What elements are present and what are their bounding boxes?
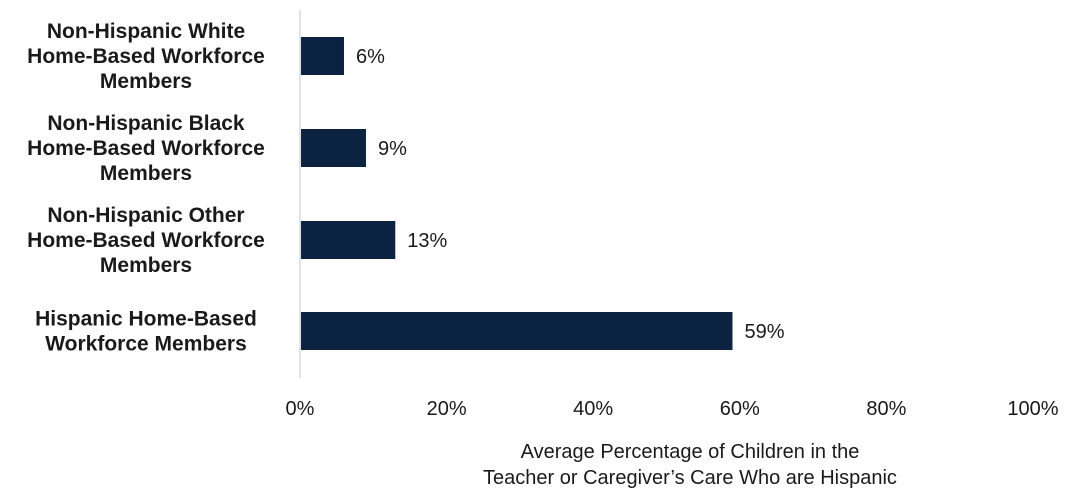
x-tick-label: 80%: [866, 398, 906, 420]
bars: [301, 37, 733, 350]
category-label: Non-Hispanic Other Home-Based Workforce Me…: [27, 204, 265, 277]
x-tick-label: 100%: [1007, 398, 1058, 420]
x-tick-label: 60%: [720, 398, 760, 420]
bar: [301, 221, 396, 259]
x-axis-title-text: Average Percentage of Children in the Tea…: [483, 441, 897, 489]
x-axis-tick-labels: 0% 20% 40% 60% 80% 100%: [286, 398, 1059, 420]
bar: [301, 37, 344, 75]
data-label: 6%: [356, 46, 385, 68]
category-labels: Non-Hispanic White Home-Based Workforce Me…: [27, 20, 265, 356]
x-tick-label: 0%: [286, 398, 315, 420]
bar: [301, 312, 733, 350]
data-label: 9%: [378, 138, 407, 160]
category-label: Non-Hispanic White Home-Based Workforce Me…: [27, 20, 265, 93]
data-label: 59%: [744, 321, 784, 343]
x-tick-label: 20%: [427, 398, 467, 420]
data-labels: 6% 9% 13% 59%: [356, 46, 785, 343]
category-label: Non-Hispanic Black Home-Based Workforce Me…: [27, 112, 265, 185]
bar: [301, 129, 366, 167]
x-tick-label: 40%: [573, 398, 613, 420]
x-axis-title: Average Percentage of Children in the Tea…: [483, 441, 897, 489]
category-label: Hispanic Home-Based Workforce Members: [35, 308, 257, 356]
data-label: 13%: [407, 230, 447, 252]
